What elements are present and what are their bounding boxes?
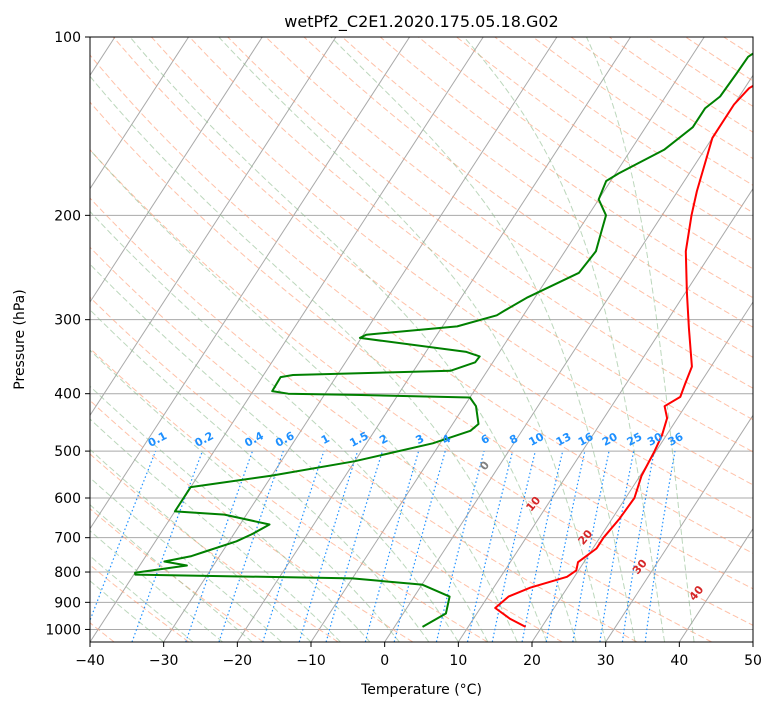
moist-adiabat-line <box>90 448 312 642</box>
y-tick-label: 100 <box>54 30 81 46</box>
y-tick-label: 400 <box>54 387 81 403</box>
y-tick-label: 200 <box>54 208 81 224</box>
dry-adiabat-line <box>189 37 753 453</box>
temperature-profile-line <box>494 84 753 628</box>
mixing-ratio-line <box>262 450 325 642</box>
mixing-ratio-line <box>325 450 383 642</box>
isotherm-line <box>90 37 190 190</box>
background-lines <box>90 37 753 642</box>
isotherm-line <box>605 414 753 642</box>
mixing-ratio-label: 25 <box>625 430 645 449</box>
y-tick-label: 700 <box>54 531 81 547</box>
x-tick-label: 40 <box>670 653 688 669</box>
mixing-ratio-label: 36 <box>666 430 686 449</box>
moist-adiabat-line <box>586 37 695 642</box>
x-tick-label: 30 <box>597 653 615 669</box>
dry-adiabat-line <box>90 347 488 642</box>
mixing-ratio-label: 16 <box>576 430 596 449</box>
mixing-ratio-label: 10 <box>527 430 547 449</box>
mixing-ratio-line <box>435 450 485 642</box>
plot-area: 0.10.20.40.611.52346810131620253036-100-… <box>90 37 753 642</box>
x-tick-label: 50 <box>744 653 762 669</box>
y-tick-label: 1000 <box>45 622 81 638</box>
x-tick-label: 20 <box>523 653 541 669</box>
moist-adiabat-line <box>90 349 400 642</box>
dry-adiabat-line <box>265 37 753 389</box>
moist-adiabat-line <box>90 530 223 642</box>
mixing-ratio-line <box>298 450 359 642</box>
moist-adiabat-line <box>90 385 371 642</box>
isotherm-line <box>236 37 632 642</box>
moist-adiabat-line <box>463 37 666 642</box>
mixing-ratio-label: 13 <box>554 430 574 449</box>
moist-adiabat-line <box>90 149 518 642</box>
mixing-ratio-line <box>644 450 676 642</box>
dry-adiabat-line <box>90 296 563 642</box>
y-tick-label: 300 <box>54 313 81 329</box>
x-tick-label: −20 <box>223 653 253 669</box>
moist-adiabat-line <box>90 555 194 642</box>
mixing-ratio-label: 30 <box>645 430 665 449</box>
isotherm-line <box>90 37 484 642</box>
moist-adiabat-line <box>90 263 459 642</box>
mixing-ratio-line <box>364 450 420 642</box>
isotherm-line <box>90 37 337 417</box>
isotherm-line <box>678 527 753 642</box>
x-tick-label: −10 <box>296 653 326 669</box>
moist-adiabat-line <box>90 75 548 642</box>
x-axis-label: Temperature (°C) <box>360 682 482 698</box>
mixing-ratio-line <box>218 450 284 642</box>
moist-adiabat-line <box>90 309 430 642</box>
moist-adiabat-line <box>90 210 489 642</box>
x-tick-label: −30 <box>149 653 179 669</box>
isotherm-line <box>531 301 753 642</box>
x-tick-label: 10 <box>449 653 467 669</box>
y-tick-label: 600 <box>54 491 81 507</box>
axis-ticks: −40 −30 −20 −10 0 10 20 30 40 50 100 200 300 400 500 60… <box>45 30 762 669</box>
y-axis-label: Pressure (hPa) <box>12 289 28 389</box>
dry-adiabat-line <box>341 37 753 328</box>
profile-lines <box>134 52 753 628</box>
dry-adiabat-line <box>379 37 753 299</box>
x-tick-label: 0 <box>380 653 389 669</box>
dry-adiabat-line <box>90 54 753 554</box>
isotherm-line <box>90 37 263 303</box>
chart-title: wetPf2_C2E1.2020.175.05.18.G02 <box>284 12 558 32</box>
moist-adiabat-line <box>129 37 577 642</box>
dry-adiabat-line <box>90 197 712 642</box>
dry-adiabat-line <box>90 149 753 626</box>
mixing-ratio-line <box>185 450 254 642</box>
moist-adiabat-line <box>90 504 253 642</box>
isotherm-line <box>457 187 753 642</box>
mixing-ratio-line <box>491 450 536 642</box>
mixing-ratio-line <box>90 450 157 622</box>
dewpoint-profile-line <box>134 52 753 628</box>
x-tick-label: −40 <box>75 653 105 669</box>
y-tick-label: 500 <box>54 444 81 460</box>
dry-adiabat-line <box>90 508 264 642</box>
y-tick-label: 800 <box>54 565 81 581</box>
mixing-ratio-line <box>466 450 514 642</box>
moist-adiabat-line <box>330 37 636 642</box>
y-tick-label: 900 <box>54 595 81 611</box>
mixing-ratio-label: 20 <box>600 430 620 449</box>
isotherm-line <box>90 37 411 530</box>
mixing-ratio-line <box>393 450 446 642</box>
isotherm-line <box>163 37 558 642</box>
dry-adiabat-line <box>112 37 753 520</box>
moist-adiabat-line <box>90 580 165 642</box>
plot-frame <box>89 36 754 643</box>
dry-adiabat-line <box>303 37 753 358</box>
